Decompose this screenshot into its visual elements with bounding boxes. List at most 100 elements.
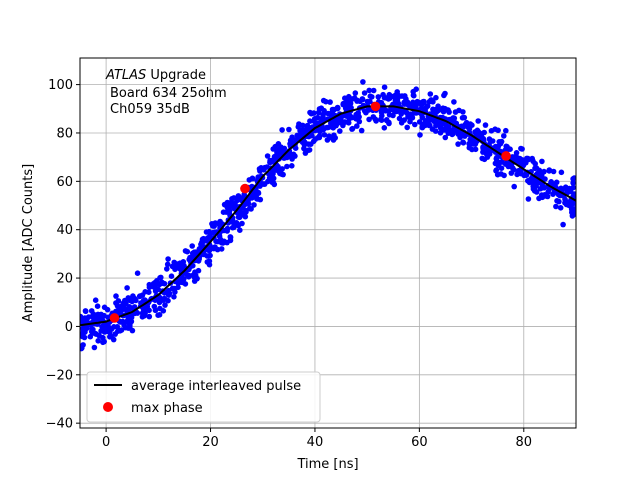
sample-point <box>90 315 97 322</box>
sample-point <box>541 192 548 198</box>
sample-point <box>286 126 292 133</box>
sample-point <box>475 118 482 124</box>
sample-point <box>340 100 347 107</box>
legend: average interleaved pulse max phase <box>86 371 321 423</box>
sample-point <box>265 178 271 185</box>
sample-point <box>231 224 237 231</box>
sample-point <box>562 200 568 206</box>
sample-point <box>557 205 564 211</box>
sample-point <box>498 171 504 177</box>
sample-point <box>330 124 337 130</box>
sample-point <box>90 311 97 318</box>
sample-point <box>164 261 171 268</box>
sample-point <box>168 273 175 280</box>
sample-point <box>407 118 413 125</box>
sample-point <box>325 124 332 131</box>
sample-point <box>364 98 371 105</box>
sample-point <box>295 124 302 130</box>
sample-point <box>361 90 368 96</box>
x-tick-label: 20 <box>202 435 219 450</box>
sample-point <box>142 289 148 295</box>
sample-point <box>530 186 537 192</box>
sample-point <box>159 280 165 287</box>
sample-point <box>372 116 379 122</box>
sample-point <box>151 284 157 291</box>
sample-point <box>392 92 399 98</box>
sample-point <box>327 99 333 105</box>
x-axis-ticks: 0 20 40 60 80 <box>102 428 532 450</box>
sample-point <box>366 87 373 94</box>
sample-point <box>314 114 321 121</box>
sample-point <box>451 99 457 105</box>
sample-point <box>268 173 274 180</box>
y-tick-label: 20 <box>56 272 73 287</box>
annotation-line-3: Ch059 35dB <box>110 102 190 117</box>
sample-point <box>349 125 356 132</box>
legend-marker-swatch <box>103 402 113 412</box>
annotation-atlas: ATLAS <box>105 68 146 83</box>
sample-point <box>442 90 448 97</box>
sample-point <box>466 140 472 147</box>
sample-point <box>530 158 536 164</box>
x-tick-label: 60 <box>411 435 428 450</box>
sample-point <box>284 163 290 170</box>
sample-point <box>275 163 281 170</box>
sample-point <box>249 175 256 182</box>
sample-point <box>451 115 458 121</box>
sample-point <box>220 209 227 215</box>
sample-point <box>248 194 255 200</box>
annotation-line-2: Board 634 25ohm <box>110 86 227 101</box>
sample-point <box>537 185 544 192</box>
sample-point <box>80 345 84 352</box>
sample-point <box>525 196 532 202</box>
sample-point <box>378 117 385 123</box>
sample-point <box>461 114 468 121</box>
sample-point <box>165 256 171 262</box>
x-axis-label: Time [ns] <box>296 457 358 472</box>
sample-point <box>353 116 359 122</box>
sample-point <box>405 111 412 118</box>
sample-point <box>557 192 563 199</box>
sample-point <box>478 134 485 140</box>
sample-point <box>91 344 98 351</box>
sample-point <box>568 206 575 213</box>
y-axis-label: Amplitude [ADC Counts] <box>21 164 36 322</box>
sample-point <box>385 96 392 102</box>
sample-point <box>179 279 186 286</box>
sample-point <box>155 312 161 319</box>
sample-point <box>248 206 254 212</box>
sample-point <box>460 139 466 145</box>
sample-point <box>160 308 167 314</box>
sample-point <box>94 303 101 310</box>
sample-point <box>531 178 537 184</box>
sample-point <box>206 258 213 264</box>
sample-point <box>404 99 411 105</box>
sample-point <box>488 128 495 134</box>
sample-point <box>307 118 313 124</box>
sample-point <box>306 147 313 153</box>
sample-point <box>127 297 133 304</box>
sample-point <box>89 326 95 333</box>
sample-point <box>472 146 479 153</box>
sample-point <box>260 181 267 187</box>
sample-point <box>553 179 560 186</box>
x-tick-label: 40 <box>307 435 324 450</box>
sample-point <box>550 168 557 175</box>
sample-point <box>87 333 94 340</box>
sample-point <box>320 126 327 133</box>
sample-point <box>484 154 491 160</box>
sample-point <box>320 113 326 120</box>
sample-point <box>243 209 249 215</box>
sample-point <box>503 127 509 134</box>
sample-point <box>195 267 202 274</box>
sample-point <box>254 196 261 202</box>
sample-point <box>98 311 104 318</box>
sample-point <box>275 141 282 147</box>
sample-point <box>200 235 207 242</box>
max-phase-point <box>501 151 511 161</box>
sample-point <box>96 332 102 339</box>
sample-point <box>466 125 473 132</box>
average-pulse-line <box>80 105 576 327</box>
sample-point <box>422 122 428 129</box>
sample-point <box>189 243 195 249</box>
